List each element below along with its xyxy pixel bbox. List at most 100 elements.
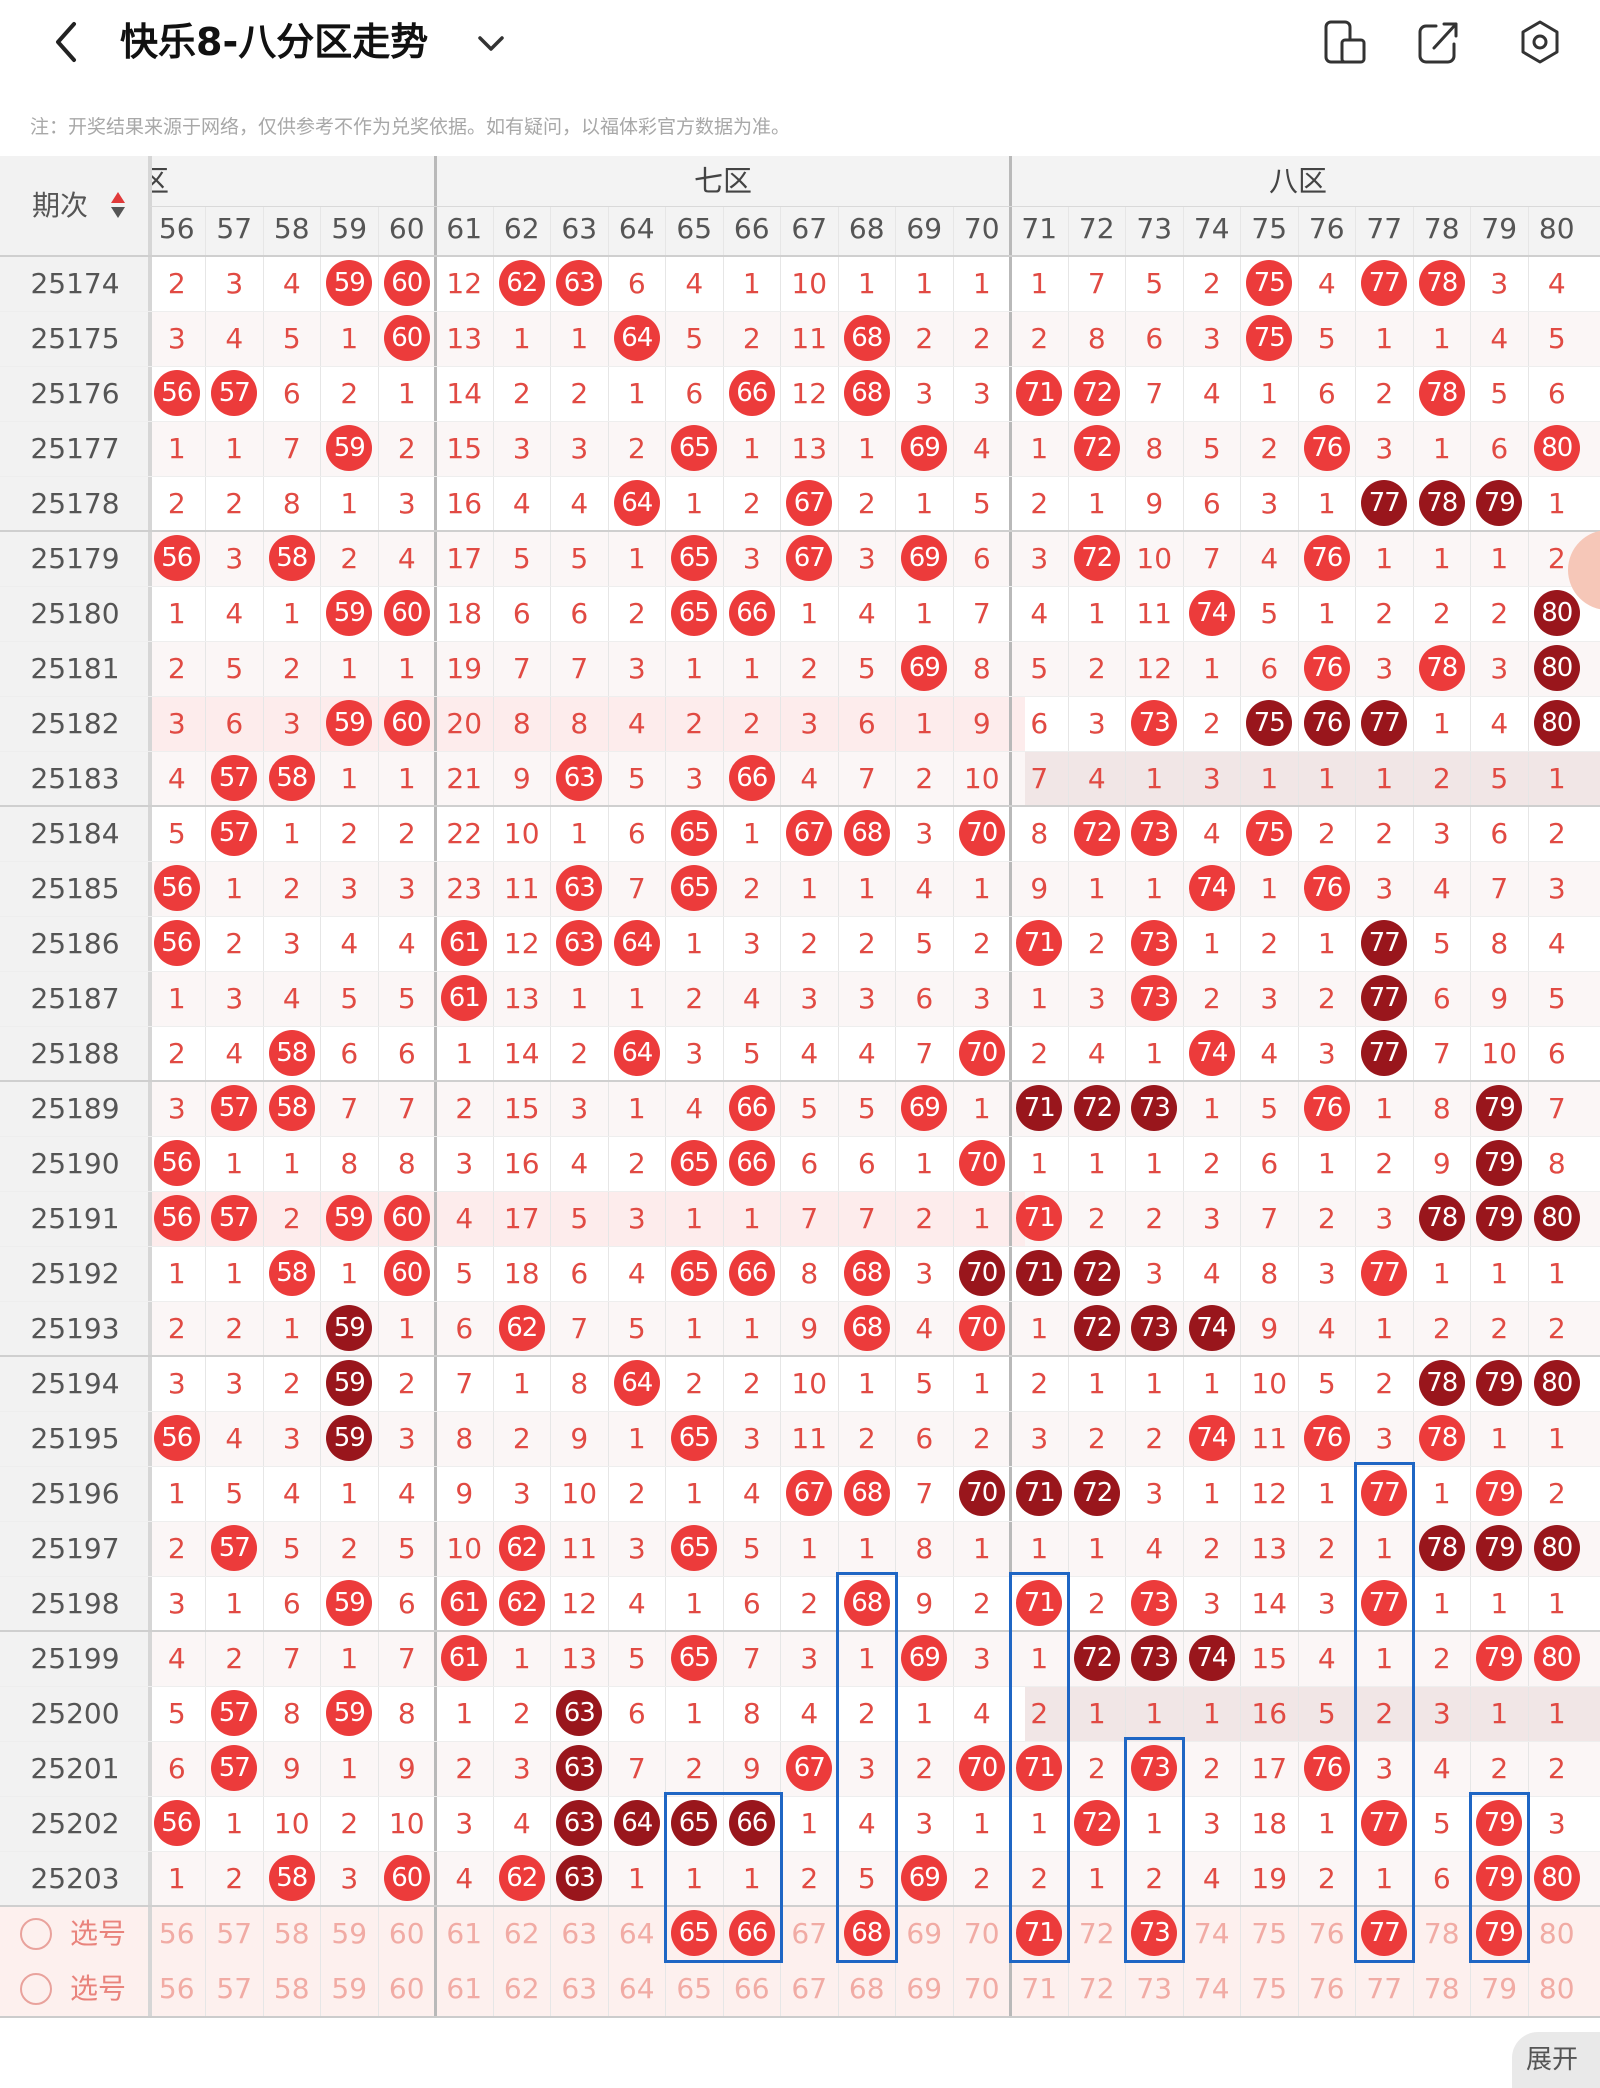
omission-count: 1 bbox=[1375, 1642, 1394, 1675]
selectable-number[interactable]: 58 bbox=[273, 1972, 310, 2005]
selectable-number[interactable]: 64 bbox=[618, 1917, 655, 1950]
omission-count: 10 bbox=[791, 267, 828, 300]
omission-count: 9 bbox=[1432, 1147, 1451, 1180]
selected-number-ball[interactable]: 79 bbox=[1476, 1910, 1523, 1956]
row-line bbox=[0, 1301, 1600, 1302]
chevron-left-icon[interactable] bbox=[46, 18, 90, 66]
omission-count: 4 bbox=[742, 982, 761, 1015]
omission-count: 2 bbox=[800, 652, 819, 685]
selectable-number[interactable]: 57 bbox=[216, 1917, 253, 1950]
selectable-number[interactable]: 64 bbox=[618, 1972, 655, 2005]
omission-count: 1 bbox=[1030, 1147, 1049, 1180]
omission-count: 1 bbox=[1030, 432, 1049, 465]
selectable-number[interactable]: 79 bbox=[1481, 1972, 1518, 2005]
omission-count: 2 bbox=[1087, 1752, 1106, 1785]
drawn-number-ball: 59 bbox=[326, 1195, 373, 1241]
omission-count: 3 bbox=[167, 707, 186, 740]
selected-number-ball[interactable]: 66 bbox=[728, 1910, 775, 1956]
omission-count: 7 bbox=[397, 1092, 416, 1125]
selectable-number[interactable]: 73 bbox=[1136, 1972, 1173, 2005]
omission-count: 16 bbox=[1251, 1697, 1288, 1730]
selectable-number[interactable]: 76 bbox=[1308, 1972, 1345, 2005]
selectable-number[interactable]: 62 bbox=[503, 1972, 540, 2005]
selectable-number[interactable]: 72 bbox=[1078, 1972, 1115, 2005]
omission-count: 2 bbox=[1432, 1642, 1451, 1675]
selectable-number[interactable]: 56 bbox=[158, 1917, 195, 1950]
selectable-number[interactable]: 75 bbox=[1251, 1917, 1288, 1950]
selectable-number[interactable]: 77 bbox=[1366, 1972, 1403, 2005]
select-radio[interactable] bbox=[20, 1973, 52, 2005]
selected-number-ball[interactable]: 65 bbox=[671, 1910, 718, 1956]
selectable-number[interactable]: 60 bbox=[388, 1917, 425, 1950]
period-header[interactable]: 期次 bbox=[31, 189, 88, 222]
settings-icon[interactable] bbox=[1516, 18, 1564, 66]
selectable-number[interactable]: 68 bbox=[848, 1972, 885, 2005]
selectable-number[interactable]: 72 bbox=[1078, 1917, 1115, 1950]
omission-count: 1 bbox=[340, 652, 359, 685]
selectable-number[interactable]: 62 bbox=[503, 1917, 540, 1950]
selectable-number[interactable]: 75 bbox=[1251, 1972, 1288, 2005]
omission-count: 1 bbox=[1432, 707, 1451, 740]
omission-count: 1 bbox=[742, 1862, 761, 1895]
selectable-number[interactable]: 74 bbox=[1193, 1972, 1230, 2005]
selectable-number[interactable]: 70 bbox=[963, 1972, 1000, 2005]
omission-count: 6 bbox=[627, 267, 646, 300]
omission-count: 7 bbox=[915, 1037, 934, 1070]
sort-icon[interactable] bbox=[110, 190, 126, 220]
period-cell: 25174 bbox=[30, 267, 120, 300]
selectable-number[interactable]: 57 bbox=[216, 1972, 253, 2005]
selected-number-ball[interactable]: 73 bbox=[1131, 1910, 1178, 1956]
selectable-number[interactable]: 80 bbox=[1538, 1972, 1575, 2005]
selectable-number[interactable]: 66 bbox=[733, 1972, 770, 2005]
drawn-number-ball: 58 bbox=[268, 755, 315, 801]
select-radio[interactable] bbox=[20, 1918, 52, 1950]
omission-count: 3 bbox=[225, 542, 244, 575]
selectable-number[interactable]: 80 bbox=[1538, 1917, 1575, 1950]
selectable-number[interactable]: 59 bbox=[331, 1972, 368, 2005]
row-line bbox=[0, 916, 1600, 917]
selectable-number[interactable]: 69 bbox=[906, 1972, 943, 2005]
drawn-number-ball: 64 bbox=[613, 1030, 660, 1076]
period-cell: 25185 bbox=[30, 872, 120, 905]
trend-table[interactable]: 六区六区七区七区八区八区期次56575859606162636465666768… bbox=[0, 156, 1600, 2018]
selectable-number[interactable]: 63 bbox=[561, 1917, 598, 1950]
drawn-number-ball: 78 bbox=[1418, 1195, 1465, 1241]
omission-count: 3 bbox=[685, 762, 704, 795]
selectable-number[interactable]: 78 bbox=[1423, 1972, 1460, 2005]
selectable-number[interactable]: 67 bbox=[791, 1972, 828, 2005]
share-icon[interactable] bbox=[1414, 18, 1462, 66]
drawn-number-ball: 72 bbox=[1073, 425, 1120, 471]
drawn-number-ball: 67 bbox=[786, 535, 833, 581]
omission-count: 1 bbox=[627, 377, 646, 410]
selectable-number[interactable]: 60 bbox=[388, 1972, 425, 2005]
omission-count: 4 bbox=[800, 762, 819, 795]
omission-count: 8 bbox=[800, 1257, 819, 1290]
period-cell: 25195 bbox=[30, 1422, 120, 1455]
selectable-number[interactable]: 78 bbox=[1423, 1917, 1460, 1950]
selectable-number[interactable]: 63 bbox=[561, 1972, 598, 2005]
selectable-number[interactable]: 67 bbox=[791, 1917, 828, 1950]
selectable-number[interactable]: 59 bbox=[331, 1917, 368, 1950]
selectable-number[interactable]: 69 bbox=[906, 1917, 943, 1950]
selectable-number[interactable]: 56 bbox=[158, 1972, 195, 2005]
selectable-number[interactable]: 61 bbox=[446, 1917, 483, 1950]
omission-count: 5 bbox=[915, 1367, 934, 1400]
selectable-number[interactable]: 70 bbox=[963, 1917, 1000, 1950]
omission-count: 12 bbox=[1136, 652, 1173, 685]
selectable-number[interactable]: 61 bbox=[446, 1972, 483, 2005]
expand-button[interactable]: 展开 bbox=[1512, 2032, 1600, 2088]
selectable-number[interactable]: 71 bbox=[1021, 1972, 1058, 2005]
chevron-down-icon[interactable] bbox=[472, 24, 510, 62]
selectable-number[interactable]: 74 bbox=[1193, 1917, 1230, 1950]
selectable-number[interactable]: 65 bbox=[676, 1972, 713, 2005]
omission-count: 2 bbox=[1202, 1752, 1221, 1785]
omission-count: 4 bbox=[972, 1697, 991, 1730]
phone-layout-icon[interactable] bbox=[1320, 18, 1368, 66]
selectable-number[interactable]: 58 bbox=[273, 1917, 310, 1950]
selected-number-ball[interactable]: 71 bbox=[1016, 1910, 1063, 1956]
selected-number-ball[interactable]: 68 bbox=[843, 1910, 890, 1956]
row-line bbox=[0, 476, 1600, 477]
omission-count: 5 bbox=[627, 1642, 646, 1675]
selected-number-ball[interactable]: 77 bbox=[1361, 1910, 1408, 1956]
selectable-number[interactable]: 76 bbox=[1308, 1917, 1345, 1950]
